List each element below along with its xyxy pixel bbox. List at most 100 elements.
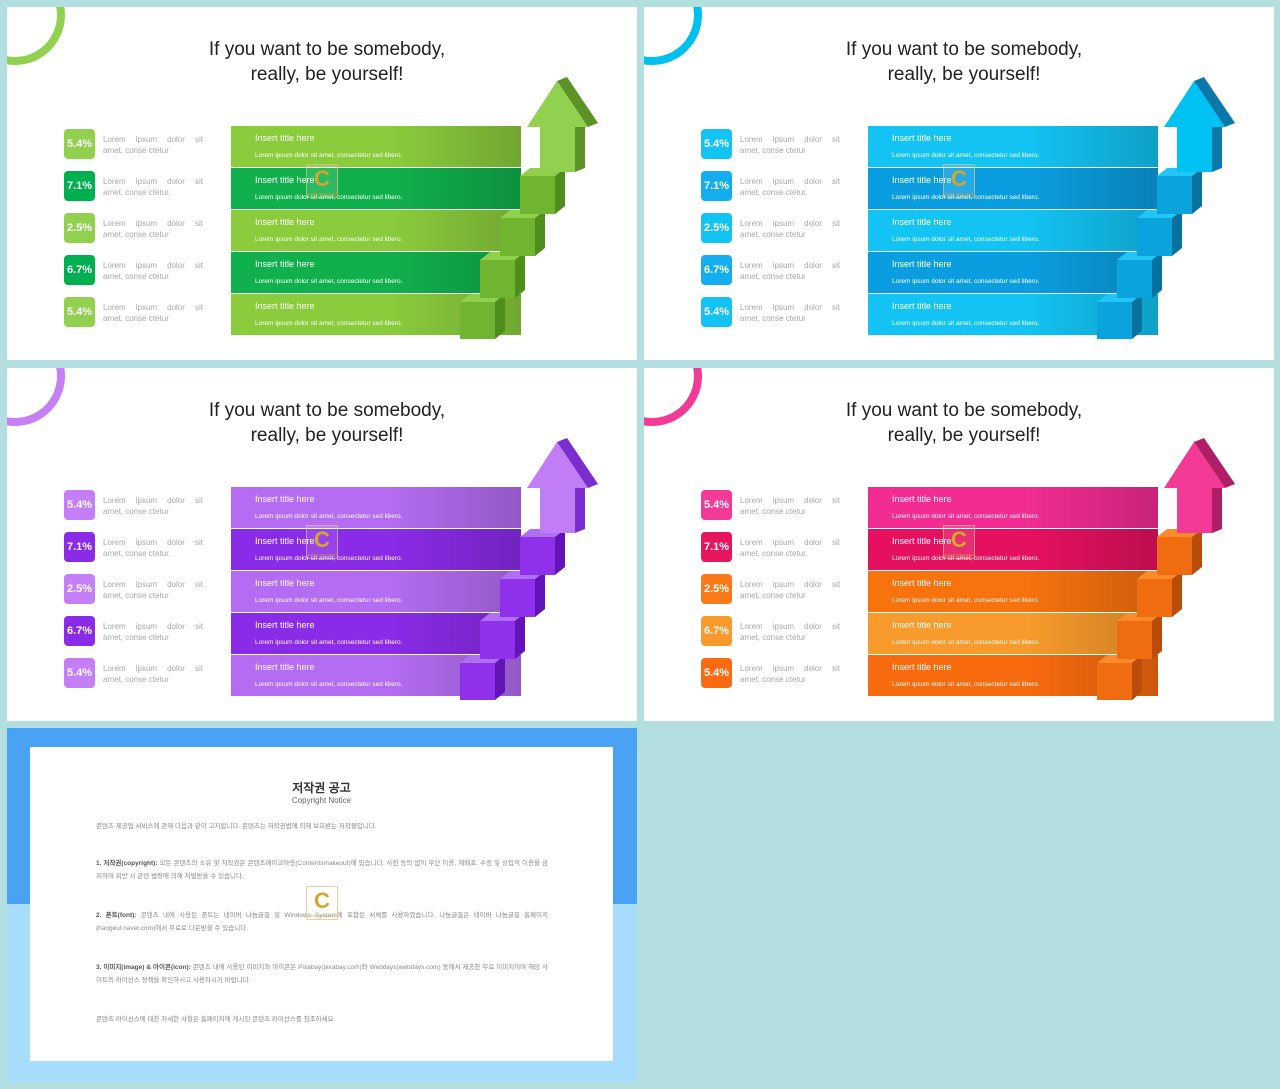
band-description: Lorem ipsum dolor sit amet, consectetur … (255, 681, 403, 688)
row-lorem-text: Lorem ipsum dolor sit amet, conse ctetur (103, 663, 203, 685)
watermark-text: CONTENTSMAKEOUT (307, 914, 339, 918)
decorative-ring (7, 368, 65, 426)
stair-face (520, 529, 565, 537)
lorem-line-2: amet, conse ctetur (103, 675, 169, 684)
lorem-line-1: Lorem ipsum dolor sit (740, 135, 840, 144)
notice-p1-body: 모든 콘텐츠의 소유 및 저작권은 콘텐츠메이크아웃(Contentsmakeo… (96, 860, 548, 880)
title-band: Insert title here Lorem ipsum dolor sit a… (868, 529, 1158, 570)
value-badge: 2.5% (64, 213, 95, 243)
band-title: Insert title here (255, 578, 315, 588)
band-description: Lorem ipsum dolor sit amet, consectetur … (255, 278, 403, 285)
title-band: Insert title here Lorem ipsum dolor sit a… (231, 571, 521, 612)
stair-face (535, 571, 545, 617)
title-band: Insert title here Lorem ipsum dolor sit a… (231, 210, 521, 251)
notice-p3-body: 콘텐츠 내에 사용된 이미지와 아이콘은 Pixabay(pixabay.com… (96, 964, 548, 984)
value-badge: 2.5% (701, 574, 732, 604)
lorem-line-1: Lorem ipsum dolor sit (103, 580, 203, 589)
notice-paragraph-1: 1. 저작권(copyright): 모든 콘텐츠의 소유 및 저작권은 콘텐츠… (96, 857, 548, 883)
lorem-line-1: Lorem ipsum dolor sit (740, 496, 840, 505)
band-description: Lorem ipsum dolor sit amet, consectetur … (892, 236, 1040, 243)
slide-title-line1: If you want to be somebody, (208, 400, 446, 421)
lorem-line-2: amet, conse ctetur (740, 146, 806, 155)
lorem-line-1: Lorem ipsum dolor sit (103, 219, 203, 228)
stair-face (527, 81, 588, 127)
stair-face (1212, 120, 1222, 172)
stair-face (1157, 168, 1202, 176)
stair-face (1212, 481, 1222, 533)
stair-face (1194, 77, 1235, 127)
title-band: Insert title here Lorem ipsum dolor sit a… (231, 252, 521, 293)
band-description: Lorem ipsum dolor sit amet, consectetur … (255, 152, 403, 159)
title-band: Insert title here Lorem ipsum dolor sit a… (231, 613, 521, 654)
notice-p1-heading: 1. 저작권(copyright): (96, 860, 158, 867)
watermark-logo: C CONTENTSMAKEOUT (306, 525, 339, 559)
title-band: Insert title here Lorem ipsum dolor sit a… (231, 655, 521, 696)
slide-card-pink[interactable]: If you want to be somebody, really, be y… (644, 368, 1274, 721)
lorem-line-2: amet, conse ctetur (740, 314, 806, 323)
lorem-line-2: amet, conse ctetur (740, 507, 806, 516)
row-lorem-text: Lorem ipsum dolor sit amet, conse ctetur (740, 302, 840, 324)
title-band: Insert title here Lorem ipsum dolor sit a… (868, 487, 1158, 528)
value-badge: 7.1% (701, 532, 732, 562)
title-band: Insert title here Lorem ipsum dolor sit a… (231, 168, 521, 209)
band-title: Insert title here (892, 494, 952, 504)
slide-title-line2: really, be yourself! (250, 64, 404, 85)
row-lorem-text: Lorem ipsum dolor sit amet, conse ctetur (103, 218, 203, 240)
notice-paragraph-3: 3. 이미지(image) & 아이콘(icon): 콘텐츠 내에 사용된 이미… (96, 961, 548, 987)
notice-intro: 콘텐츠 제공업 서비스에 관해 다음과 같이 고지합니다. 콘텐츠는 저작권법에… (96, 823, 377, 830)
title-band: Insert title here Lorem ipsum dolor sit a… (231, 294, 521, 335)
lorem-line-2: amet, conse ctetur (103, 230, 169, 239)
band-title: Insert title here (255, 175, 315, 185)
lorem-line-2: amet, conse ctetur (103, 146, 169, 155)
value-badge: 2.5% (64, 574, 95, 604)
stair-face (1194, 438, 1235, 488)
slide-card-green[interactable]: If you want to be somebody, really, be y… (7, 7, 637, 360)
lorem-line-2: amet, conse ctetur (103, 633, 169, 642)
lorem-line-1: Lorem ipsum dolor sit (103, 622, 203, 631)
title-band: Insert title here Lorem ipsum dolor sit a… (231, 487, 521, 528)
value-badge: 5.4% (64, 658, 95, 688)
title-band: Insert title here Lorem ipsum dolor sit a… (231, 529, 521, 570)
watermark-logo: C CONTENTSMAKEOUT (306, 164, 339, 198)
slide-title-line1: If you want to be somebody, (845, 400, 1083, 421)
value-badge: 6.7% (701, 616, 732, 646)
notice-outro: 콘텐츠 라이선스에 대한 자세한 사항은 홈페이지에 게시된 콘텐츠 라이선스를… (96, 1016, 336, 1023)
row-lorem-text: Lorem ipsum dolor sit amet, conse ctetur (740, 579, 840, 601)
band-description: Lorem ipsum dolor sit amet, consectetur … (892, 639, 1040, 646)
decorative-ring (7, 7, 65, 65)
notice-p2-heading: 2. 폰트(font): (96, 912, 137, 919)
stair-face (1192, 168, 1202, 214)
slide-card-purple[interactable]: If you want to be somebody, really, be y… (7, 368, 637, 721)
slide-card-blue[interactable]: If you want to be somebody, really, be y… (644, 7, 1274, 360)
title-band: Insert title here Lorem ipsum dolor sit a… (868, 126, 1158, 167)
slide-title: If you want to be somebody, really, be y… (764, 37, 1164, 87)
row-lorem-text: Lorem ipsum dolor sit amet, conse ctetur. (103, 176, 203, 198)
decorative-ring (644, 368, 702, 426)
lorem-line-1: Lorem ipsum dolor sit (740, 580, 840, 589)
stair-face (1164, 442, 1225, 488)
stair-face (1157, 176, 1192, 214)
lorem-line-2: amet, conse ctetur (103, 272, 169, 281)
title-band: Insert title here Lorem ipsum dolor sit a… (231, 126, 521, 167)
stair-face (1172, 210, 1182, 256)
lorem-line-1: Lorem ipsum dolor sit (740, 177, 840, 186)
title-band: Insert title here Lorem ipsum dolor sit a… (868, 294, 1158, 335)
band-title: Insert title here (255, 259, 315, 269)
value-badge: 5.4% (701, 129, 732, 159)
value-badge: 6.7% (701, 255, 732, 285)
value-badge: 5.4% (64, 129, 95, 159)
band-title: Insert title here (892, 301, 952, 311)
value-badge: 2.5% (701, 213, 732, 243)
band-description: Lorem ipsum dolor sit amet, consectetur … (255, 513, 403, 520)
band-title: Insert title here (892, 578, 952, 588)
row-lorem-text: Lorem ipsum dolor sit amet, conse ctetur (740, 260, 840, 282)
stair-face (555, 168, 565, 214)
watermark-logo: C CONTENTSMAKEOUT (943, 525, 976, 559)
slide-title-line1: If you want to be somebody, (845, 39, 1083, 60)
band-description: Lorem ipsum dolor sit amet, consectetur … (892, 681, 1040, 688)
lorem-line-1: Lorem ipsum dolor sit (740, 261, 840, 270)
lorem-line-1: Lorem ipsum dolor sit (103, 135, 203, 144)
band-description: Lorem ipsum dolor sit amet, consectetur … (892, 320, 1040, 327)
lorem-line-1: Lorem ipsum dolor sit (740, 538, 840, 547)
copyright-notice-slide: 저작권 공고 Copyright Notice 콘텐츠 제공업 서비스에 관해 … (7, 728, 637, 1082)
